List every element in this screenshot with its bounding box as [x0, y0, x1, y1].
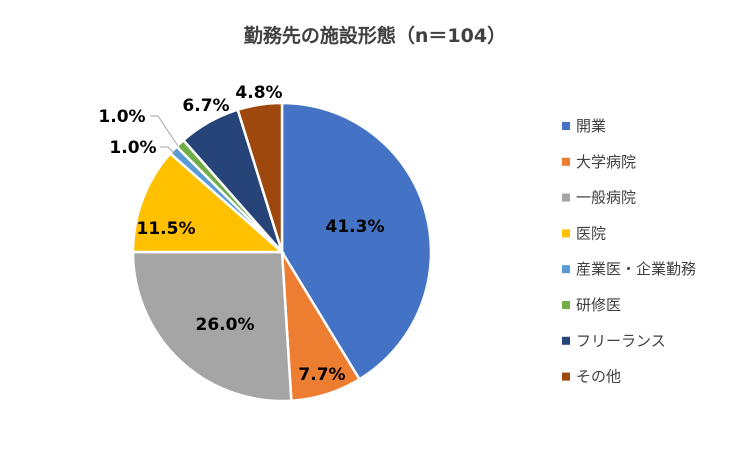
data-label: 4.8%: [235, 83, 282, 103]
legend-swatch: [562, 157, 570, 166]
legend-label: 開業: [576, 117, 606, 135]
pie-slice-8: [236, 101, 284, 253]
legend-swatch: [562, 336, 570, 345]
legend-swatch: [562, 229, 570, 238]
data-labels: 41.3% 7.7% 26.0% 11.5% 1.0% 1.0% 6.7% 4.8%: [98, 83, 384, 385]
pie-slice-4: [131, 151, 286, 254]
data-label: 41.3%: [326, 217, 385, 237]
legend-swatch: [562, 122, 570, 130]
legend-label: 医院: [576, 224, 606, 242]
data-label: 1.0%: [98, 107, 145, 127]
legend-swatch: [562, 372, 570, 381]
legend-label: 産業医・企業勤務: [576, 260, 696, 278]
legend-label: 研修医: [576, 296, 621, 314]
data-label: 1.0%: [109, 138, 156, 158]
leader-line: [160, 146, 176, 155]
legend-label: その他: [576, 368, 621, 386]
slices: [131, 101, 433, 403]
data-label: 26.0%: [196, 315, 255, 335]
pie-slice-3: [131, 250, 293, 403]
legend-label: フリーランス: [576, 332, 666, 350]
legend-label: 大学病院: [576, 153, 636, 171]
legend-swatch: [562, 193, 570, 202]
pie-slice-1: [280, 101, 433, 382]
legend-label: 一般病院: [576, 189, 636, 207]
data-label: 7.7%: [298, 365, 345, 385]
data-label: 6.7%: [182, 96, 229, 116]
chart-title: 勤務先の施設形態（n＝104）: [244, 24, 506, 47]
legend-swatch: [562, 301, 570, 309]
legend-swatch: [562, 265, 570, 274]
leader-line: [150, 115, 179, 147]
data-label: 11.5%: [137, 219, 196, 239]
